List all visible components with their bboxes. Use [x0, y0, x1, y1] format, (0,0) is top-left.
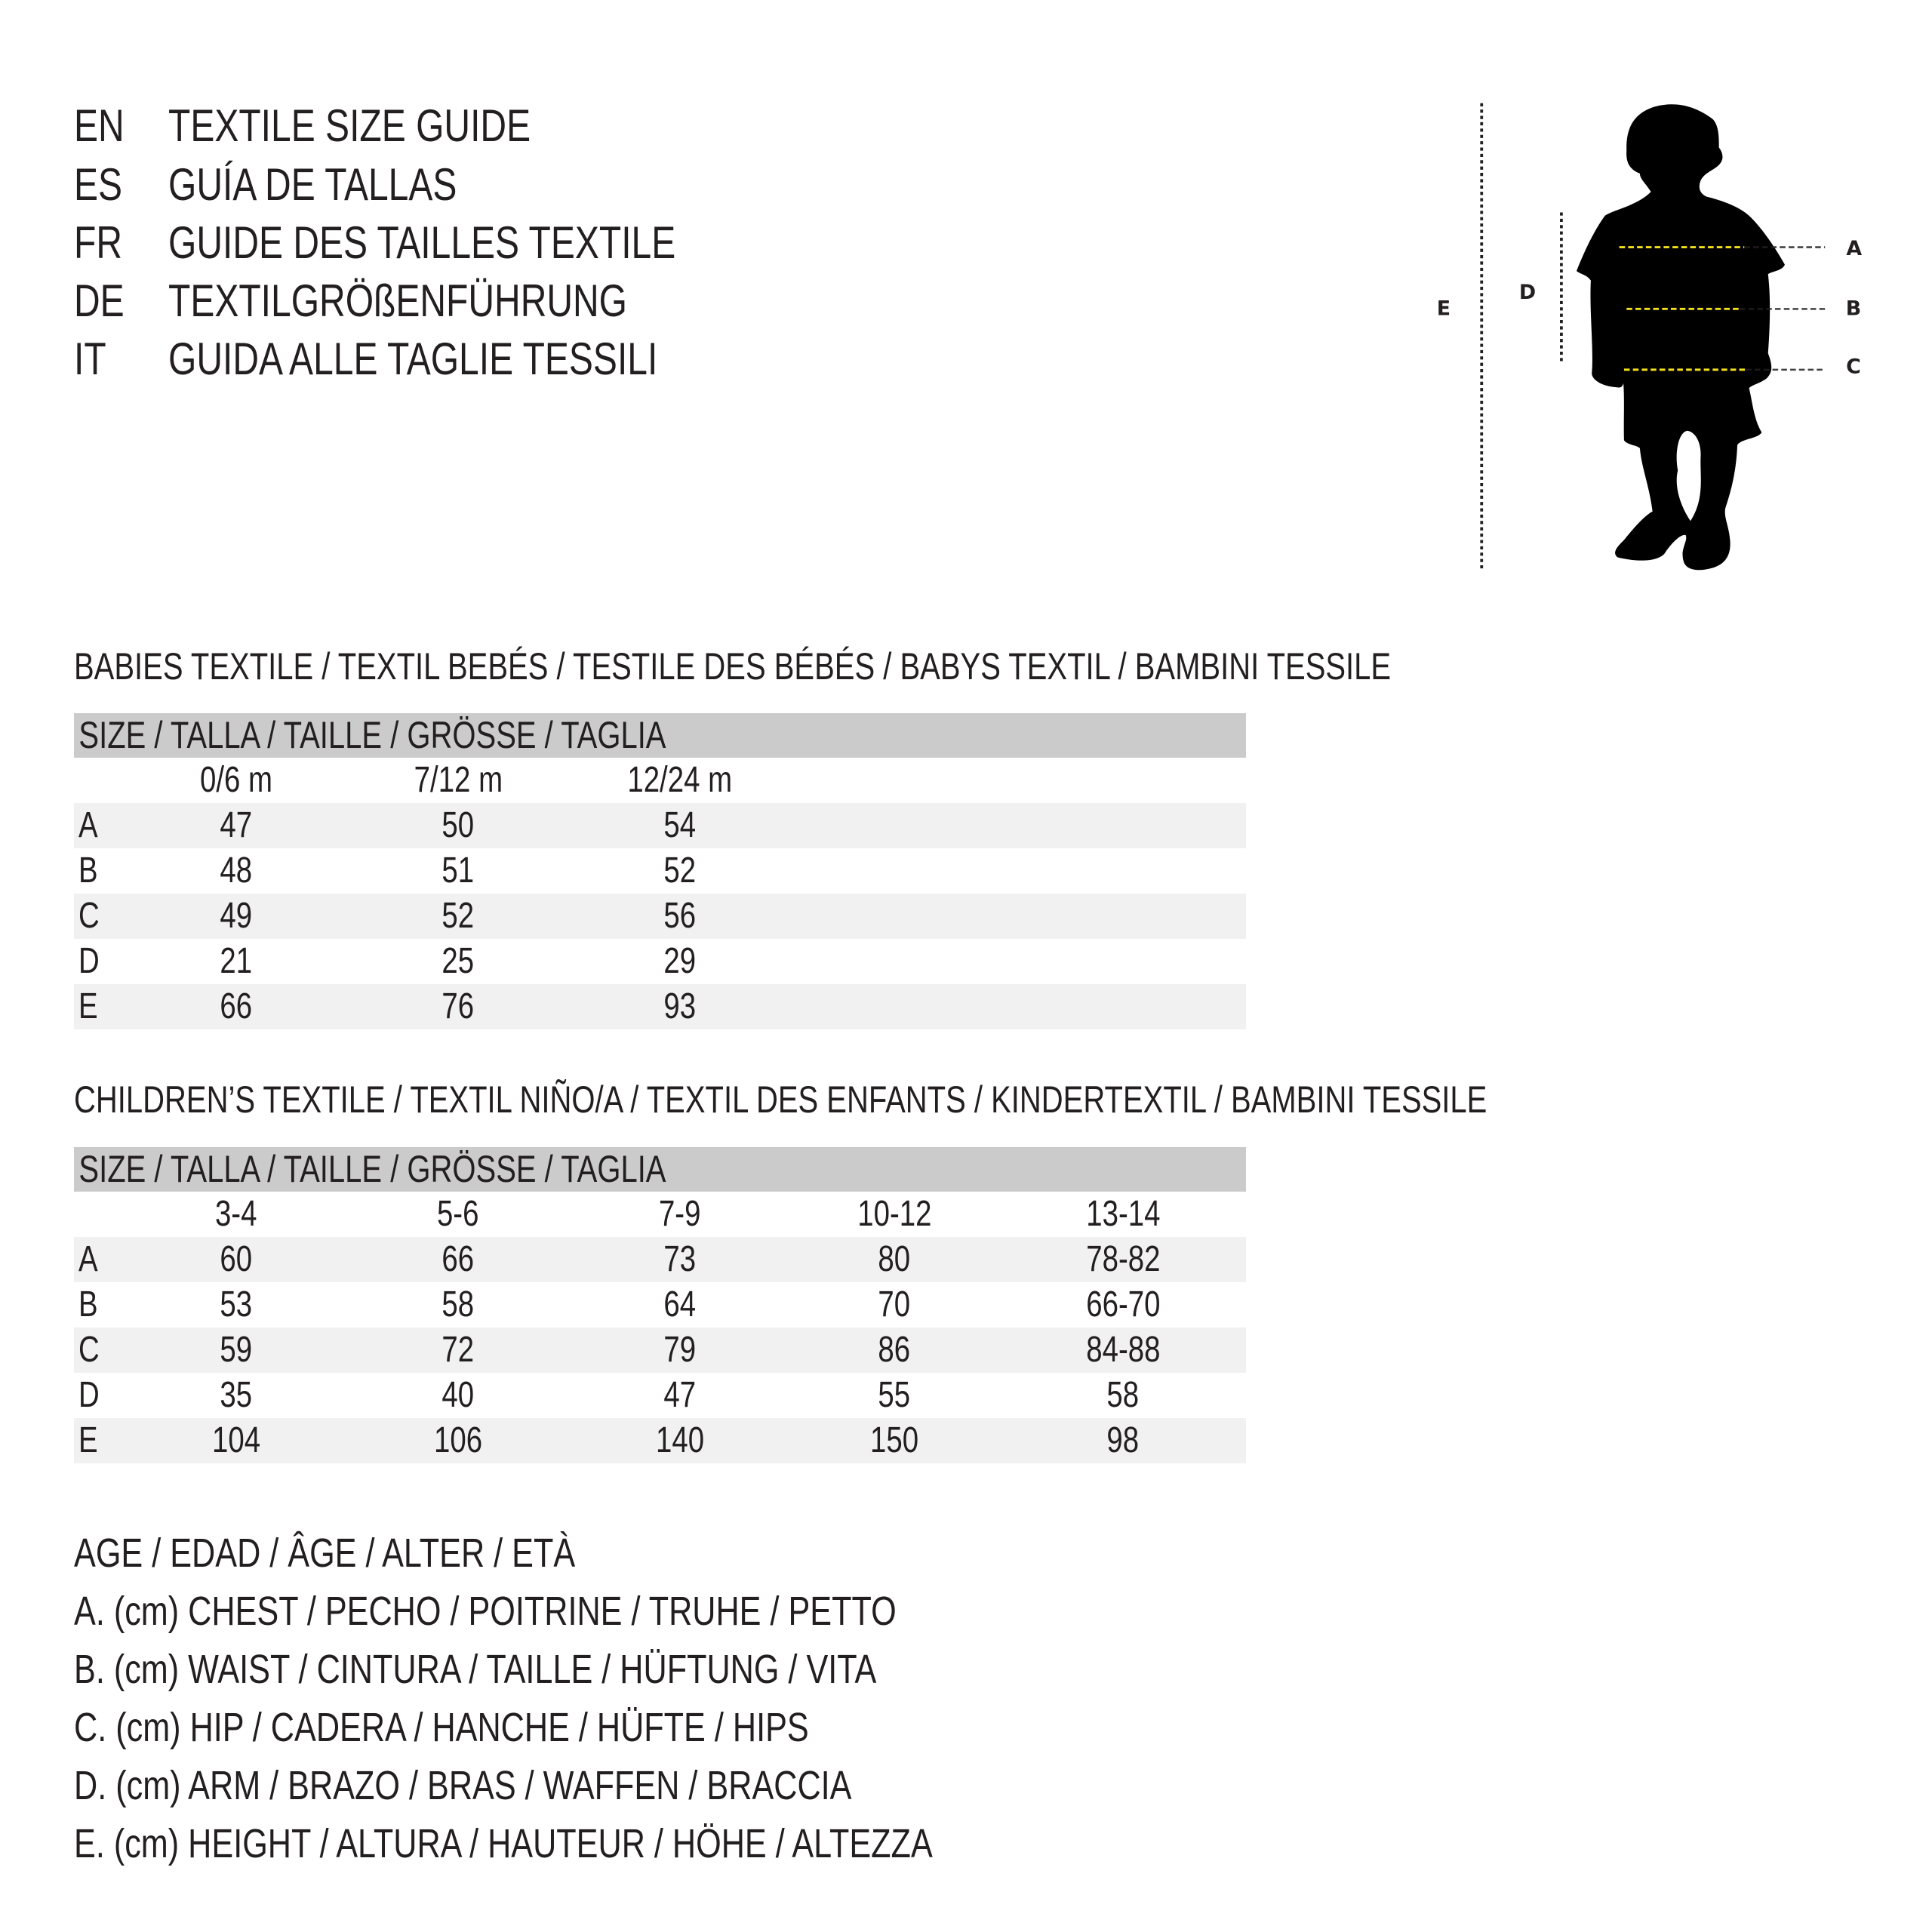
table-cell: 86	[878, 1330, 911, 1370]
table-cell: 104	[211, 1420, 261, 1460]
table-cell: 98	[1106, 1420, 1140, 1460]
column-header: 0/6 m	[199, 760, 273, 800]
table-cell: 47	[220, 805, 253, 845]
table-cell: 106	[433, 1420, 483, 1460]
lang-code: EN	[74, 100, 125, 151]
title-text: GUÍA DE TALLAS	[168, 159, 457, 210]
table-cell: 35	[220, 1375, 253, 1415]
child-silhouette-icon	[1577, 104, 1785, 571]
column-header: 7-9	[659, 1194, 701, 1234]
column-header: 12/24 m	[627, 760, 733, 800]
table-cell: 53	[220, 1284, 253, 1324]
title-text: GUIDA ALLE TAGLIE TESSILI	[168, 334, 658, 384]
label-b: B	[1846, 297, 1861, 321]
children-size-table: SIZE / TALLA / TAILLE / GRÖSSE / TAGLIA …	[74, 1147, 1246, 1463]
table-cell: 56	[663, 896, 697, 936]
table-cell: 80	[878, 1239, 911, 1279]
table-cell: 54	[663, 805, 697, 845]
table-row: D 21 25 29	[74, 939, 1246, 984]
table-cell: 66	[220, 986, 253, 1026]
table-cell: 29	[663, 941, 697, 981]
title-text: TEXTILE SIZE GUIDE	[168, 100, 531, 151]
table-cell: 150	[869, 1420, 919, 1460]
column-header: 3-4	[215, 1194, 257, 1234]
table-row: E 66 76 93	[74, 984, 1246, 1029]
column-header: 13-14	[1085, 1194, 1161, 1234]
row-label: A	[78, 805, 98, 845]
lang-code: IT	[74, 334, 106, 384]
table-row: B 53 58 64 70 66-70	[74, 1282, 1246, 1327]
legend-line: D. (cm) ARM / BRAZO / BRAS / WAFFEN / BR…	[74, 1763, 852, 1808]
table-cell: 47	[663, 1375, 697, 1415]
babies-heading: BABIES TEXTILE / TEXTIL BEBÉS / TESTILE …	[74, 645, 1392, 688]
table-cell: 84-88	[1085, 1330, 1161, 1370]
table-cell: 79	[663, 1330, 697, 1370]
table-cell: 25	[441, 941, 475, 981]
table-cell: 140	[655, 1420, 705, 1460]
table-cell: 66	[441, 1239, 475, 1279]
table-cell: 70	[878, 1284, 911, 1324]
table-cell: 78-82	[1085, 1239, 1161, 1279]
table-row: D 35 40 47 55 58	[74, 1373, 1246, 1418]
row-label: B	[78, 851, 98, 891]
lang-code: DE	[74, 275, 125, 326]
title-text: TEXTILGRÖßENFÜHRUNG	[168, 275, 628, 326]
table-column-headers: 0/6 m 7/12 m 12/24 m	[74, 758, 1246, 803]
row-label: E	[78, 1420, 98, 1460]
legend-line: E. (cm) HEIGHT / ALTURA / HAUTEUR / HÖHE…	[74, 1821, 933, 1866]
row-label: E	[78, 986, 98, 1026]
row-label: C	[78, 896, 100, 936]
legend-line: C. (cm) HIP / CADERA / HANCHE / HÜFTE / …	[74, 1705, 809, 1750]
table-row: C 59 72 79 86 84-88	[74, 1327, 1246, 1373]
table-cell: 64	[663, 1284, 697, 1324]
table-row: B 48 51 52	[74, 848, 1246, 894]
table-cell: 60	[220, 1239, 253, 1279]
label-d: D	[1519, 281, 1536, 304]
legend-line: A. (cm) CHEST / PECHO / POITRINE / TRUHE…	[74, 1589, 897, 1634]
table-cell: 66-70	[1085, 1284, 1161, 1324]
table-cell: 21	[220, 941, 253, 981]
column-header: 7/12 m	[414, 760, 503, 800]
table-row: A 47 50 54	[74, 803, 1246, 848]
table-row: E 104 106 140 150 98	[74, 1418, 1246, 1463]
babies-size-table: SIZE / TALLA / TAILLE / GRÖSSE / TAGLIA …	[74, 713, 1246, 1029]
row-label: A	[78, 1239, 98, 1279]
title-text: GUIDE DES TAILLES TEXTILE	[168, 217, 676, 268]
table-cell: 50	[441, 805, 475, 845]
label-e: E	[1437, 297, 1451, 320]
row-label: D	[78, 1375, 100, 1415]
table-cell: 93	[663, 986, 697, 1026]
table-cell: 52	[663, 851, 697, 891]
table-cell: 58	[1106, 1375, 1140, 1415]
legend-line: B. (cm) WAIST / CINTURA / TAILLE / HÜFTU…	[74, 1647, 877, 1692]
lang-code: FR	[74, 217, 122, 268]
column-header: 5-6	[437, 1194, 479, 1234]
table-size-header: SIZE / TALLA / TAILLE / GRÖSSE / TAGLIA	[74, 1147, 1246, 1192]
table-cell: 51	[441, 851, 475, 891]
table-cell: 73	[663, 1239, 697, 1279]
table-cell: 59	[220, 1330, 253, 1370]
table-cell: 72	[441, 1330, 475, 1370]
column-header: 10-12	[857, 1194, 932, 1234]
child-measurement-figure: A B C D E	[1437, 103, 1862, 572]
table-cell: 48	[220, 851, 253, 891]
label-c: C	[1846, 355, 1861, 378]
row-label: C	[78, 1330, 100, 1370]
lang-code: ES	[74, 159, 123, 210]
table-cell: 40	[441, 1375, 475, 1415]
row-label: D	[78, 941, 100, 981]
table-cell: 55	[878, 1375, 911, 1415]
legend-line: AGE / EDAD / ÂGE / ALTER / ETÀ	[74, 1531, 576, 1576]
table-row: C 49 52 56	[74, 894, 1246, 939]
table-row: A 60 66 73 80 78-82	[74, 1237, 1246, 1282]
table-cell: 49	[220, 896, 253, 936]
table-column-headers: 3-4 5-6 7-9 10-12 13-14	[74, 1192, 1246, 1237]
table-size-header: SIZE / TALLA / TAILLE / GRÖSSE / TAGLIA	[74, 713, 1246, 758]
table-cell: 76	[441, 986, 475, 1026]
label-a: A	[1846, 237, 1862, 260]
table-cell: 58	[441, 1284, 475, 1324]
table-cell: 52	[441, 896, 475, 936]
children-heading: CHILDREN’S TEXTILE / TEXTIL NIÑO/A / TEX…	[74, 1078, 1487, 1121]
row-label: B	[78, 1284, 98, 1324]
